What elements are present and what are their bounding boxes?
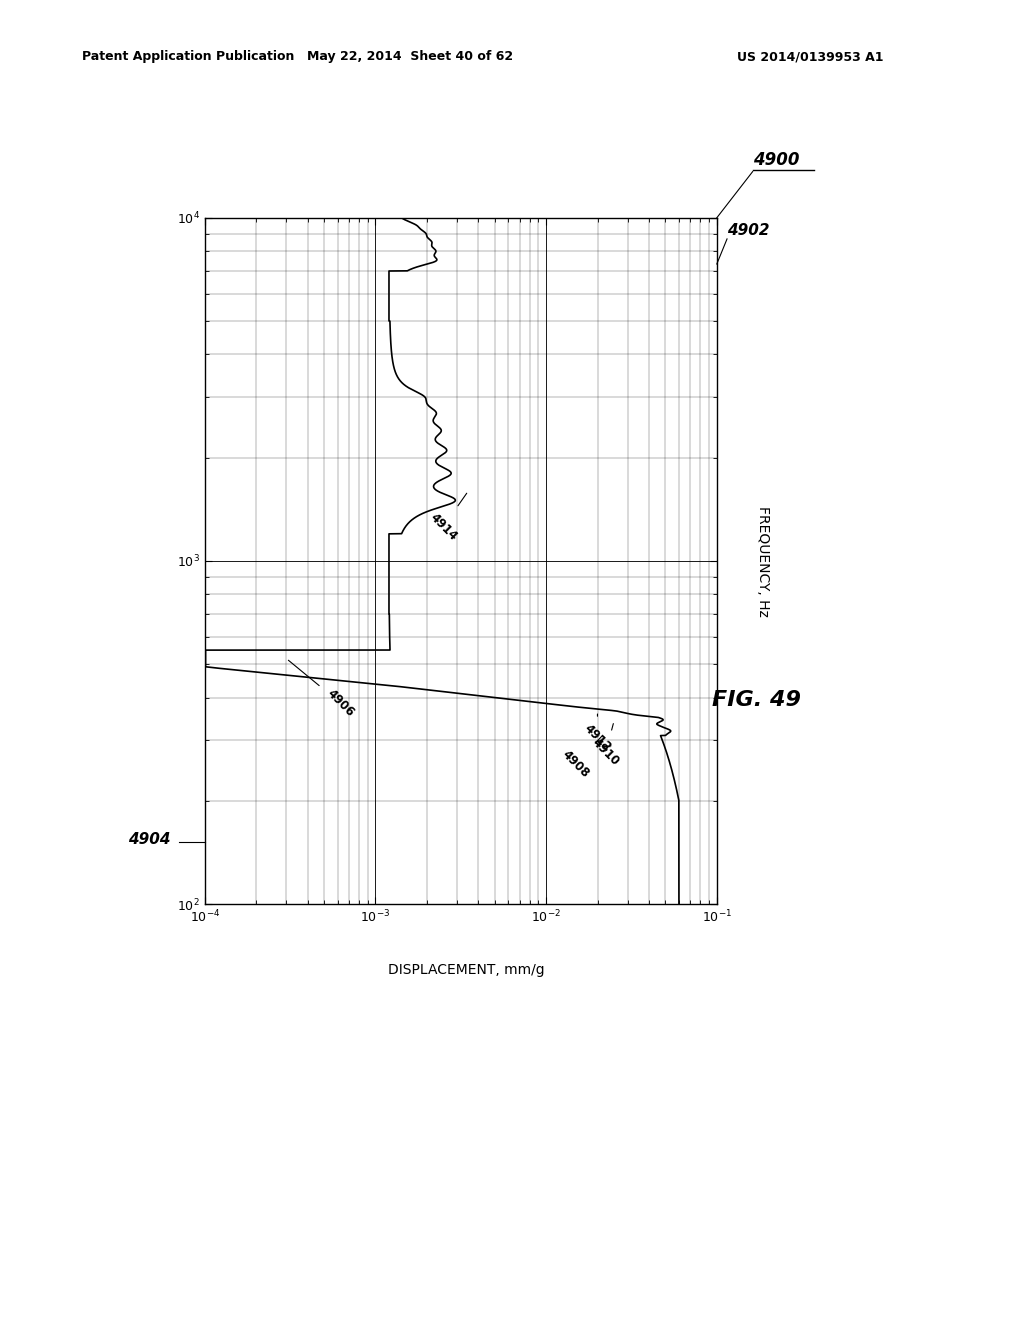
Text: 4908: 4908 bbox=[560, 735, 603, 780]
Text: Patent Application Publication: Patent Application Publication bbox=[82, 50, 294, 63]
Text: FIG. 49: FIG. 49 bbox=[712, 689, 801, 710]
Text: 4906: 4906 bbox=[289, 660, 356, 719]
Text: 4912: 4912 bbox=[581, 714, 613, 754]
Text: FREQUENCY, Hz: FREQUENCY, Hz bbox=[756, 506, 770, 616]
Text: US 2014/0139953 A1: US 2014/0139953 A1 bbox=[737, 50, 884, 63]
Text: 4914: 4914 bbox=[427, 494, 467, 544]
Text: 4900: 4900 bbox=[753, 150, 799, 169]
Text: 4902: 4902 bbox=[727, 223, 770, 238]
Text: 4904: 4904 bbox=[128, 833, 171, 847]
Text: 4910: 4910 bbox=[590, 723, 622, 768]
Text: DISPLACEMENT, mm/g: DISPLACEMENT, mm/g bbox=[388, 964, 544, 977]
Text: May 22, 2014  Sheet 40 of 62: May 22, 2014 Sheet 40 of 62 bbox=[306, 50, 513, 63]
